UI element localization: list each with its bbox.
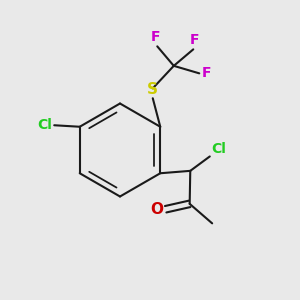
Text: Cl: Cl <box>212 142 226 155</box>
Text: S: S <box>147 82 158 97</box>
Text: F: F <box>190 33 200 47</box>
Text: O: O <box>150 202 163 217</box>
Text: F: F <box>151 30 160 44</box>
Text: F: F <box>202 66 211 80</box>
Text: Cl: Cl <box>37 118 52 132</box>
